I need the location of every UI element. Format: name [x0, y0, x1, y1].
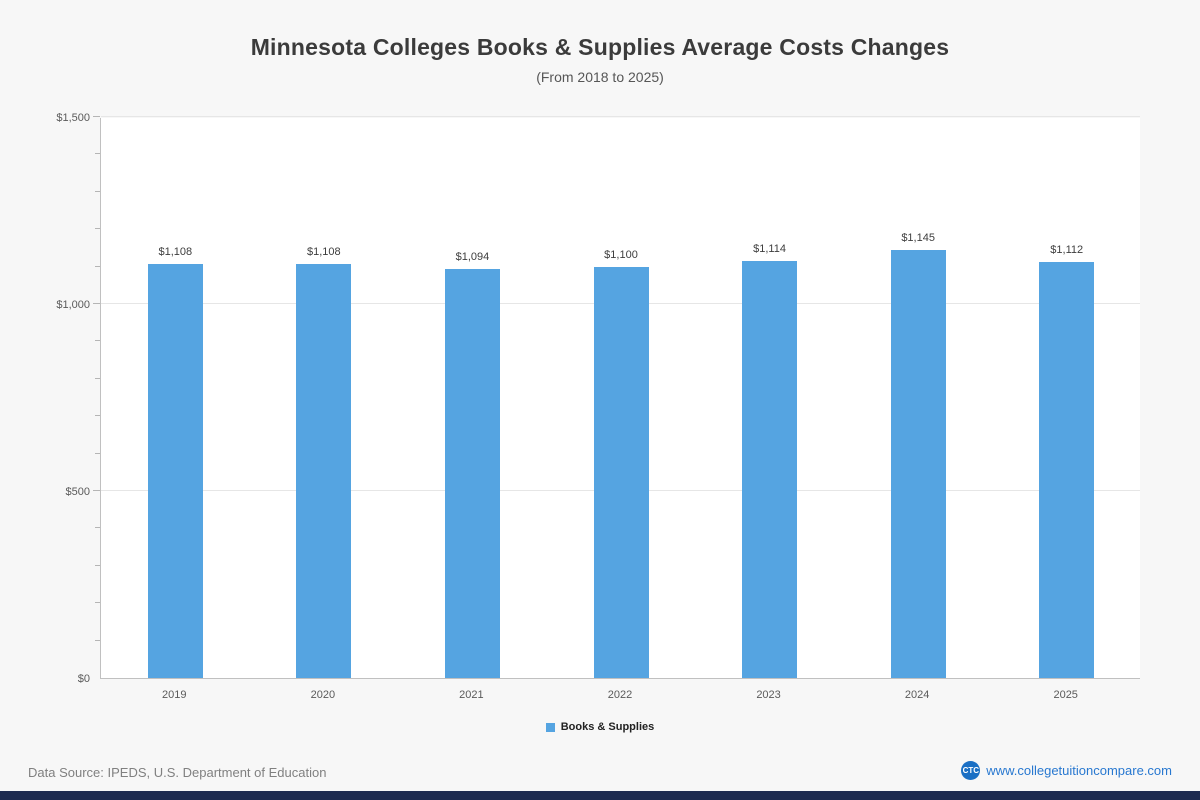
y-axis-tick-label: $500	[65, 486, 90, 498]
y-axis-tick	[93, 116, 100, 117]
bar-2021	[444, 268, 500, 678]
site-credit: CTC www.collegetuitioncompare.com	[961, 761, 1172, 780]
bar-2019	[147, 263, 203, 678]
y-axis-labels: $0 $500 $1,000 $1,500	[0, 112, 90, 685]
bar-value-label: $1,114	[753, 243, 786, 256]
x-axis-tick-label: 2025	[1053, 689, 1078, 701]
y-axis-tick	[95, 377, 100, 379]
bar-2020	[296, 263, 352, 678]
y-axis-tick	[95, 153, 100, 155]
y-axis-tick	[95, 602, 100, 604]
y-axis-tick	[95, 340, 100, 342]
y-axis-tick	[95, 265, 100, 267]
bar-2024	[890, 249, 946, 678]
y-axis-tick	[95, 190, 100, 192]
chart-legend[interactable]: Books & Supplies	[0, 721, 1200, 733]
bar-2025	[1039, 262, 1095, 678]
bar-2023	[742, 261, 798, 678]
legend-swatch-icon	[545, 722, 555, 732]
x-axis-tick-label: 2020	[310, 689, 336, 701]
x-axis-tick-label: 2019	[162, 689, 187, 701]
x-axis-labels: 2019 2020 2021 2022 2023 2024 2025	[100, 689, 1140, 705]
y-axis-tick	[93, 303, 100, 304]
bar-value-label: $1,108	[158, 245, 193, 258]
data-source-text: Data Source: IPEDS, U.S. Department of E…	[28, 765, 327, 780]
bar-value-label: $1,145	[901, 231, 935, 244]
site-link[interactable]: www.collegetuitioncompare.com	[986, 763, 1172, 778]
x-axis-tick-label: 2024	[904, 689, 930, 701]
bar-value-label: $1,094	[455, 250, 490, 263]
legend-label: Books & Supplies	[560, 721, 655, 733]
chart-subtitle: (From 2018 to 2025)	[536, 69, 664, 85]
bar-chart-plot-area: $1,108 $1,108 $1,094 $1,100 $1,114 $1,145 $1,1…	[93, 116, 1140, 679]
y-axis-tick-label: $0	[77, 673, 90, 685]
bar-value-label: $1,112	[1050, 244, 1084, 257]
y-axis-tick	[93, 490, 100, 491]
site-logo-icon: CTC	[961, 761, 981, 780]
bar-value-label: $1,108	[307, 245, 341, 258]
y-axis-tick-label: $1,000	[56, 299, 90, 311]
chart-title: Minnesota Colleges Books & Supplies Aver…	[250, 34, 950, 60]
bar-value-label: $1,100	[604, 248, 638, 261]
x-axis-tick-label: 2021	[459, 689, 484, 701]
y-axis-tick	[95, 452, 100, 454]
y-axis-tick	[95, 564, 100, 566]
bar-2022	[593, 266, 649, 678]
y-axis-tick-label: $1,500	[56, 112, 90, 124]
x-axis-tick-label: 2023	[756, 689, 781, 701]
x-axis-tick-label: 2022	[607, 689, 633, 701]
y-axis-tick	[95, 228, 100, 230]
gridline	[101, 116, 1140, 117]
y-axis-tick	[95, 527, 100, 529]
y-axis-tick	[95, 415, 100, 417]
bottom-accent-bar	[0, 791, 1200, 800]
y-axis-tick	[95, 639, 100, 641]
